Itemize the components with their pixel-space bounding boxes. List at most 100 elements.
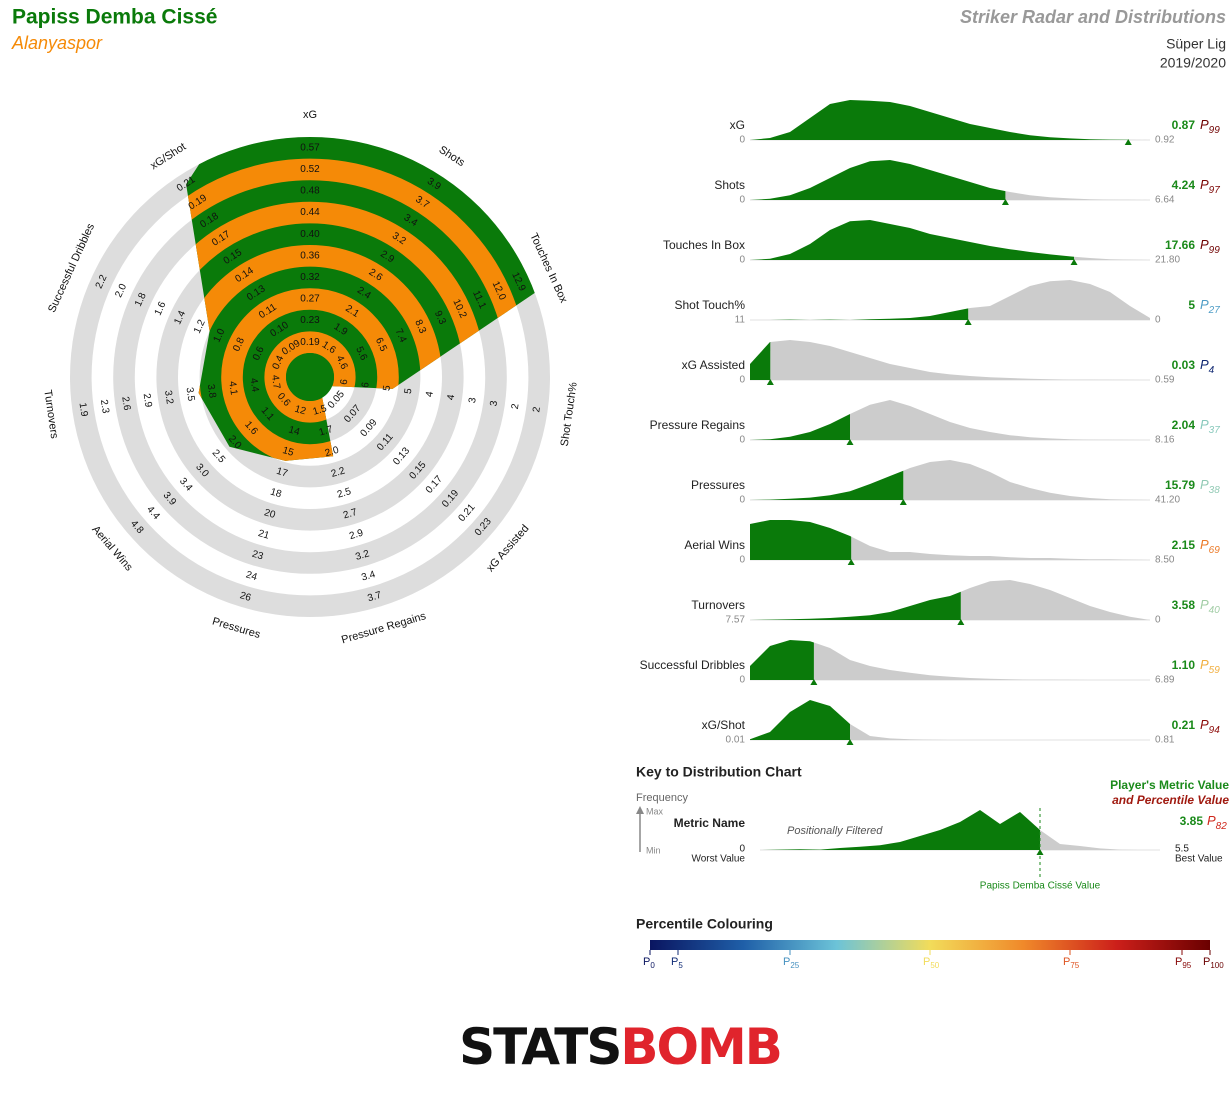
percentile-label: P40 (1200, 597, 1220, 615)
value-label: 5 (1188, 298, 1195, 312)
max-label: 0 (1155, 315, 1161, 326)
radar-tick-label: 2.0 (324, 445, 341, 460)
percentile-label: P100 (1203, 956, 1224, 970)
min-label: 0.01 (726, 735, 746, 746)
percentile-value: 69 (1209, 545, 1221, 556)
min-label: 0 (739, 195, 745, 206)
radar-hub (286, 353, 334, 401)
percentile-symbol: P (1200, 357, 1209, 372)
radar-axis-label: Pressure Regains (340, 610, 428, 646)
radar-tick-label: 3.7 (366, 590, 383, 605)
percentile-title: Percentile Colouring (636, 916, 773, 932)
radar-tick-label: 2 (510, 403, 522, 411)
percentile-label: P75 (1063, 956, 1080, 970)
density-below (760, 810, 1040, 850)
percentile-value: 38 (1209, 485, 1221, 496)
min-label: 0 (739, 375, 745, 386)
radar-tick-label: 0.4 (271, 354, 287, 372)
radar-tick-label: 9.3 (432, 309, 448, 327)
radar-tick-label: 3.4 (360, 569, 377, 584)
density-below (750, 700, 850, 740)
metric-name: xG/Shot (702, 718, 746, 732)
density-above (850, 400, 1150, 440)
radar-tick-label: 1.2 (192, 318, 208, 336)
key-value: 3.85 (1180, 814, 1204, 828)
percentile-symbol: P (1200, 177, 1209, 192)
radar-tick-label: 2.6 (119, 396, 132, 412)
radar-axis-label: Shot Touch% (559, 381, 580, 447)
metric-name: Shot Touch% (675, 298, 746, 312)
percentile-label: P82 (1207, 813, 1227, 831)
density-above (1074, 256, 1150, 260)
value-label: 2.04 (1172, 418, 1196, 432)
radar-tick-label: 1.4 (172, 309, 188, 327)
radar-tick-label: 0.57 (300, 142, 320, 153)
radar-axis-label: Shots (437, 144, 468, 170)
radar-axis-label: xG (303, 109, 317, 121)
radar-tick-label: 4.4 (248, 377, 261, 393)
max-label: 41.20 (1155, 495, 1180, 506)
density-above (851, 536, 1150, 560)
percentile-value: 5 (678, 961, 683, 970)
percentile-value: 99 (1209, 125, 1221, 136)
min-label: 0 (739, 495, 745, 506)
max-label: 21.80 (1155, 255, 1180, 266)
density-below (750, 520, 852, 560)
value-marker (1124, 139, 1132, 145)
percentile-symbol: P (1175, 956, 1182, 968)
max-label: 6.89 (1155, 675, 1175, 686)
percentile-value: 94 (1209, 725, 1221, 736)
percentile-value: 99 (1209, 245, 1221, 256)
percentile-label: P4 (1200, 357, 1215, 375)
percentile-value: 50 (930, 961, 939, 970)
value-marker (810, 679, 818, 685)
radar-tick-label: 2.7 (342, 507, 359, 522)
max-label: 8.50 (1155, 555, 1175, 566)
radar-tick-label: 1.8 (133, 291, 149, 309)
density-above (960, 580, 1150, 620)
radar-tick-label: 6 (360, 381, 372, 389)
radar-band (221, 288, 399, 461)
team-name: Alanyaspor (11, 33, 103, 53)
percentile-value: 97 (1209, 185, 1221, 196)
percentile-label: P50 (923, 956, 940, 970)
max-label: 6.64 (1155, 195, 1175, 206)
density-below (750, 640, 814, 680)
value-marker (899, 499, 907, 505)
max-label: 0 (1155, 615, 1161, 626)
percentile-label: P95 (1175, 956, 1192, 970)
page-title: Striker Radar and Distributions (960, 7, 1226, 27)
percentile-value: 95 (1182, 961, 1191, 970)
key-marker-label: Papiss Demba Cissé Value (980, 881, 1101, 892)
radar-tick-label: 0.44 (300, 207, 320, 218)
radar-axis-label: Turnovers (41, 389, 60, 440)
key-frequency: Frequency (636, 792, 688, 804)
metric-name: xG Assisted (682, 358, 745, 372)
radar-tick-label: 0.40 (300, 229, 320, 240)
percentile-label: P27 (1200, 297, 1220, 315)
density-below (750, 100, 1129, 140)
radar-tick-label: 2.0 (113, 282, 129, 300)
percentile-label: P38 (1200, 477, 1220, 495)
metric-name: Touches In Box (663, 238, 745, 252)
key-arrowhead (636, 806, 644, 814)
max-label: 0.92 (1155, 135, 1175, 146)
percentile-symbol: P (1200, 117, 1209, 132)
radar-tick-label: 8.3 (412, 318, 428, 336)
percentile-symbol: P (1200, 237, 1209, 252)
radar-tick-label: 5 (403, 387, 415, 395)
radar-tick-label: 4.1 (226, 380, 239, 396)
value-marker (766, 379, 774, 385)
value-label: 0.21 (1172, 718, 1196, 732)
radar-tick-label: 15 (281, 445, 295, 459)
percentile-value: 40 (1209, 605, 1221, 616)
radar-tick-label: 4.6 (334, 354, 350, 372)
radar-tick-label: 0.6 (251, 345, 267, 363)
radar-tick-label: 0.32 (300, 272, 320, 283)
percentile-label: P25 (783, 956, 800, 970)
logo-left: STATS (459, 1018, 620, 1076)
percentile-value: 37 (1209, 425, 1221, 436)
density-below (750, 591, 961, 620)
radar-tick-label: 6 (339, 378, 351, 386)
